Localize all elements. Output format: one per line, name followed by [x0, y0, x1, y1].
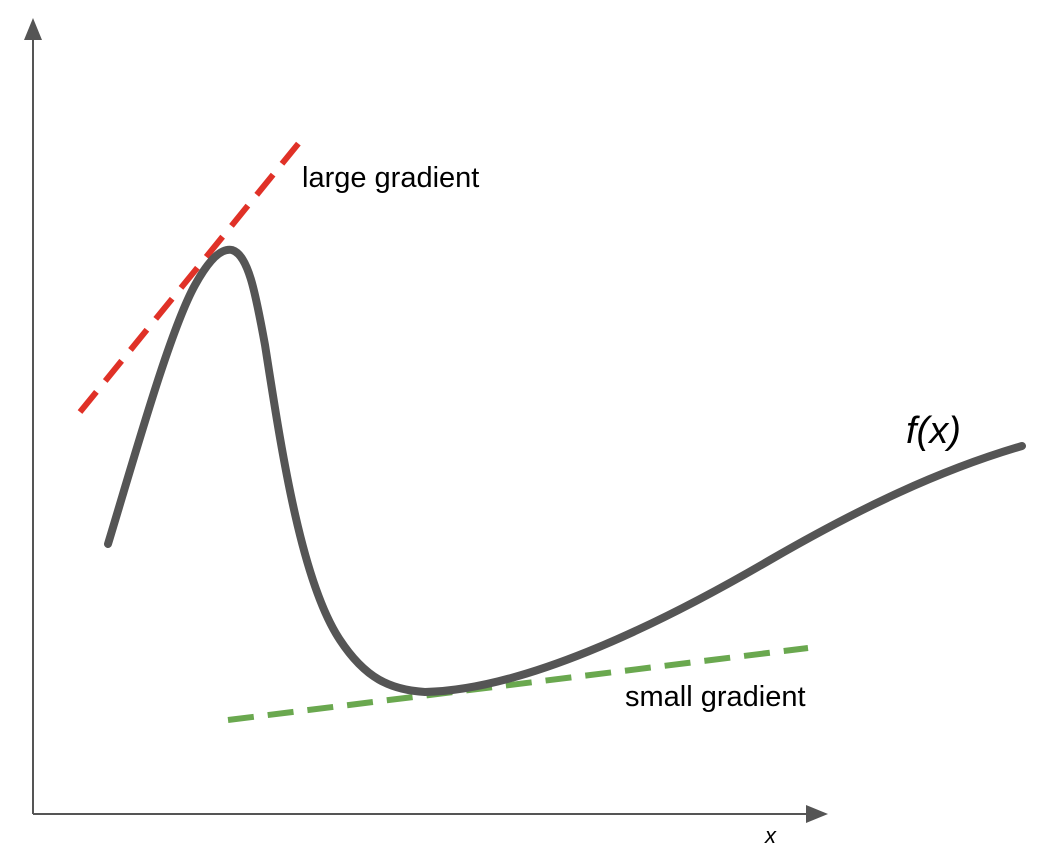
large-gradient-tangent: [77, 131, 310, 414]
function-label: f(x): [906, 410, 961, 452]
small-gradient-tangent: [227, 645, 809, 723]
x-axis-arrowhead: [806, 805, 828, 823]
x-axis: [33, 805, 828, 823]
large-gradient-label: large gradient: [302, 162, 479, 194]
y-axis: [24, 18, 42, 814]
x-axis-label: x: [764, 823, 777, 848]
y-axis-arrowhead: [24, 18, 42, 40]
function-curve: [104, 245, 1026, 696]
small-gradient-label: small gradient: [625, 681, 806, 713]
